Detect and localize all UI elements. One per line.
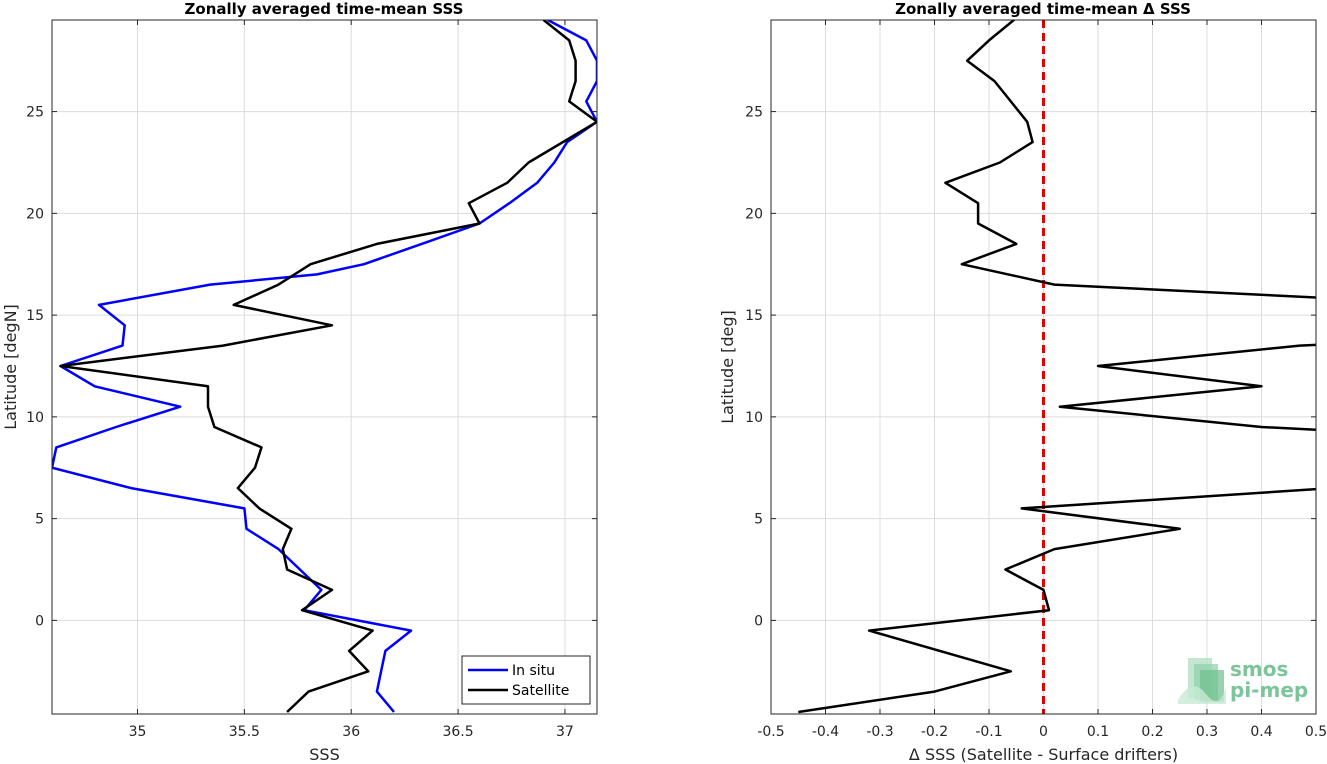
x-tick-label: 0	[1039, 724, 1048, 740]
x-tick-label: 36.5	[442, 724, 473, 740]
x-axis-label: Δ SSS (Satellite - Surface drifters)	[909, 745, 1178, 764]
legend-entry: In situ	[512, 663, 555, 679]
delta-sss-chart: -0.5 -0.4 -0.3 -0.2 -0.1 0 0.1 0.2 0.3 0.4 0.5 0 5 10…	[718, 0, 1327, 764]
x-tick-label: 0.4	[1250, 724, 1272, 740]
logo-mark-icon	[1178, 658, 1226, 704]
y-tick-label: 5	[35, 512, 44, 528]
y-tick-label: 0	[35, 613, 44, 629]
axes-frame	[51, 19, 598, 715]
series-group	[798, 20, 1316, 714]
chart-title: Zonally averaged time-mean SSS	[185, 0, 464, 18]
x-tick-label: 35.5	[229, 724, 260, 740]
smos-pi-mep-logo: smos pi-mep	[1178, 657, 1308, 704]
y-tick-label: 25	[745, 105, 763, 121]
logo-line-2: pi-mep	[1230, 678, 1308, 702]
legend-entry: Satellite	[512, 683, 569, 699]
y-tick-label: 10	[745, 410, 763, 426]
x-tick-label: 0.3	[1196, 724, 1218, 740]
x-tick-label: 36	[342, 724, 360, 740]
y-tick-label: 20	[745, 206, 763, 222]
x-tick-label: -0.5	[757, 724, 784, 740]
logo-line-1: smos	[1230, 657, 1288, 681]
series-group	[52, 20, 597, 713]
y-tick-label: 0	[754, 613, 763, 629]
y-axis-label: Latitude [deg]	[718, 310, 737, 424]
x-tick-label: -0.2	[921, 724, 948, 740]
series-line-in-situ	[52, 20, 597, 713]
y-tick-label: 10	[26, 410, 44, 426]
y-tick-label: 15	[26, 308, 44, 324]
x-tick-label: -0.4	[812, 724, 839, 740]
y-tick-label: 25	[26, 105, 44, 121]
x-tick-label: 35	[129, 724, 147, 740]
legend-box	[461, 655, 591, 705]
x-tick-label: 0.1	[1087, 724, 1109, 740]
y-tick-label: 20	[26, 206, 44, 222]
x-axis-label: SSS	[309, 745, 339, 764]
y-tick-label: 5	[754, 512, 763, 528]
x-tick-label: 0.2	[1141, 724, 1163, 740]
legend: In situ Satellite	[461, 655, 591, 705]
chart-title: Zonally averaged time-mean Δ SSS	[895, 0, 1191, 18]
y-axis-label: Latitude [degN]	[1, 304, 20, 430]
sss-chart: 35 35.5 36 36.5 37 0 5 10 15 20 25 Zonally averaged…	[1, 0, 598, 764]
series-line-1	[798, 20, 1316, 714]
x-tick-label: 37	[556, 724, 574, 740]
y-tick-label: 15	[745, 308, 763, 324]
x-tick-label: 0.5	[1305, 724, 1327, 740]
series-line-satellite	[59, 20, 597, 713]
x-tick-label: -0.1	[975, 724, 1002, 740]
x-tick-label: -0.3	[866, 724, 893, 740]
